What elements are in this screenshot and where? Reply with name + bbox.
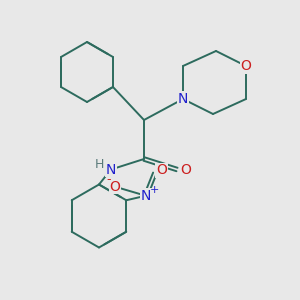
Text: O: O <box>156 163 167 177</box>
Text: O: O <box>180 163 191 176</box>
Text: N: N <box>178 92 188 106</box>
Text: -: - <box>106 173 111 186</box>
Text: N: N <box>141 189 151 203</box>
Text: +: + <box>149 185 159 195</box>
Text: O: O <box>110 180 120 194</box>
Text: O: O <box>241 59 251 73</box>
Text: H: H <box>95 158 104 171</box>
Text: N: N <box>106 163 116 176</box>
